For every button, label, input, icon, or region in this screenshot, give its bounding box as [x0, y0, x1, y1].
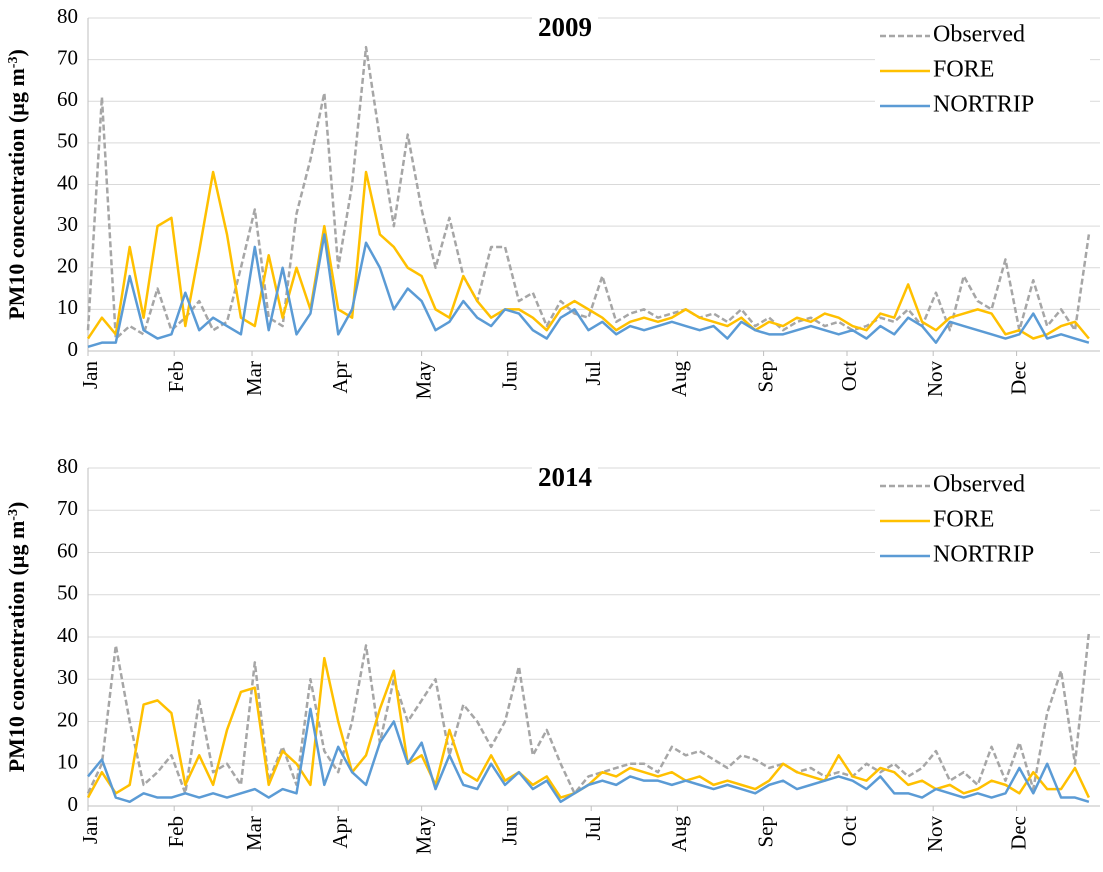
- x-tick-label: Feb: [164, 816, 188, 848]
- y-tick-label: 80: [57, 454, 78, 478]
- x-tick-label: Apr: [328, 816, 352, 849]
- x-tick-label: Dec: [1006, 816, 1030, 850]
- x-tick-label: Jul: [581, 816, 605, 841]
- y-axis-label: PM10 concentration (µg m-3): [4, 502, 29, 773]
- title-background: [532, 462, 598, 493]
- x-tick-label: Mar: [242, 816, 266, 851]
- y-axis-label-sup: -3: [6, 509, 21, 521]
- legend-label: Observed: [933, 22, 1025, 48]
- x-tick-label: May: [411, 361, 435, 400]
- y-tick-label: 0: [68, 337, 79, 361]
- x-tick-label: Sep: [753, 816, 777, 848]
- legend-background: [875, 20, 1090, 128]
- x-tick-label: Jun: [498, 361, 522, 391]
- series-line: [87, 233, 1090, 349]
- x-tick-label: Sep: [753, 361, 777, 393]
- y-axis-label-end: ): [4, 49, 29, 56]
- chart-title: 2014: [538, 462, 592, 492]
- x-tick-label: Nov: [923, 361, 947, 398]
- x-tick-label: Aug: [667, 361, 691, 398]
- x-tick-label: May: [411, 816, 435, 855]
- x-tick-label: Jul: [581, 361, 605, 386]
- y-axis-label-text: PM10 concentration (µg m: [4, 68, 29, 320]
- series-line: [86, 170, 1090, 340]
- y-tick-label: 50: [57, 581, 78, 605]
- y-axis-label-end: ): [4, 502, 29, 509]
- series-line: [87, 707, 1090, 804]
- chart-title: 2009: [538, 12, 592, 42]
- x-tick-label: Jan: [78, 361, 102, 389]
- x-tick-label: Dec: [1006, 361, 1030, 395]
- y-tick-label: 70: [57, 45, 78, 69]
- y-tick-label: 20: [57, 254, 78, 278]
- y-tick-label: 60: [57, 87, 78, 111]
- y-tick-label: 40: [57, 170, 78, 194]
- y-axis-label: PM10 concentration (µg m-3): [4, 49, 29, 320]
- x-tick-label: Oct: [837, 361, 861, 391]
- x-tick-label: Nov: [923, 816, 947, 853]
- y-tick-label: 40: [57, 623, 78, 647]
- y-tick-label: 10: [57, 295, 78, 319]
- y-tick-label: 10: [57, 750, 78, 774]
- x-tick-label: Oct: [837, 816, 861, 846]
- x-tick-label: Mar: [242, 361, 266, 396]
- legend-label: FORE: [933, 57, 994, 83]
- y-tick-label: 50: [57, 129, 78, 153]
- y-axis-label-text: PM10 concentration (µg m: [4, 521, 29, 773]
- y-tick-label: 60: [57, 538, 78, 562]
- title-background: [532, 12, 598, 43]
- x-tick-label: Jan: [78, 816, 102, 844]
- y-tick-label: 80: [57, 4, 78, 28]
- x-tick-label: Aug: [667, 816, 691, 853]
- y-tick-label: 70: [57, 496, 78, 520]
- x-tick-label: Jun: [498, 816, 522, 846]
- y-tick-label: 30: [57, 665, 78, 689]
- y-axis-label-sup: -3: [6, 57, 21, 69]
- series-line: [86, 632, 1091, 795]
- legend-label: FORE: [933, 507, 994, 533]
- legend-label: NORTRIP: [933, 542, 1034, 568]
- legend-background: [875, 470, 1090, 578]
- x-tick-label: Feb: [164, 361, 188, 393]
- y-tick-label: 0: [68, 792, 79, 816]
- legend-label: NORTRIP: [933, 92, 1034, 118]
- x-tick-label: Apr: [328, 361, 352, 394]
- y-tick-label: 30: [57, 212, 78, 236]
- y-tick-label: 20: [57, 707, 78, 731]
- legend-label: Observed: [933, 472, 1025, 498]
